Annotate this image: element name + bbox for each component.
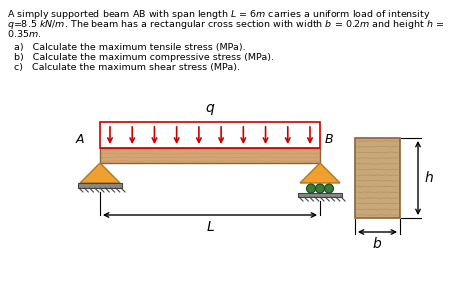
Circle shape [325,184,334,193]
Text: $h$: $h$ [424,171,434,186]
Text: A simply supported beam AB with span length $L$ = 6$m$ carries a uniform load of: A simply supported beam AB with span len… [7,8,430,21]
Text: a)   Calculate the maximum tensile stress (MPa).: a) Calculate the maximum tensile stress … [14,43,246,52]
Circle shape [307,184,316,193]
Text: $L$: $L$ [206,220,214,234]
Circle shape [316,184,325,193]
Polygon shape [80,163,120,183]
Text: $q$: $q$ [205,102,215,117]
Bar [298,193,342,197]
Text: $b$: $b$ [373,236,383,251]
Bar [78,183,122,188]
Polygon shape [300,163,340,183]
Text: B: B [325,133,334,146]
Text: 0.35$m$.: 0.35$m$. [7,28,41,39]
Text: $q$=8.5 $kN/m$. The beam has a rectangular cross section with width $b$ = 0.2$m$: $q$=8.5 $kN/m$. The beam has a rectangul… [7,18,444,31]
Text: c)   Calculate the maximum shear stress (MPa).: c) Calculate the maximum shear stress (M… [14,63,240,72]
Bar [355,138,400,218]
Bar [100,148,320,163]
Text: A: A [75,133,84,146]
Bar [100,122,320,148]
Text: b)   Calculate the maximum compressive stress (MPa).: b) Calculate the maximum compressive str… [14,53,274,62]
